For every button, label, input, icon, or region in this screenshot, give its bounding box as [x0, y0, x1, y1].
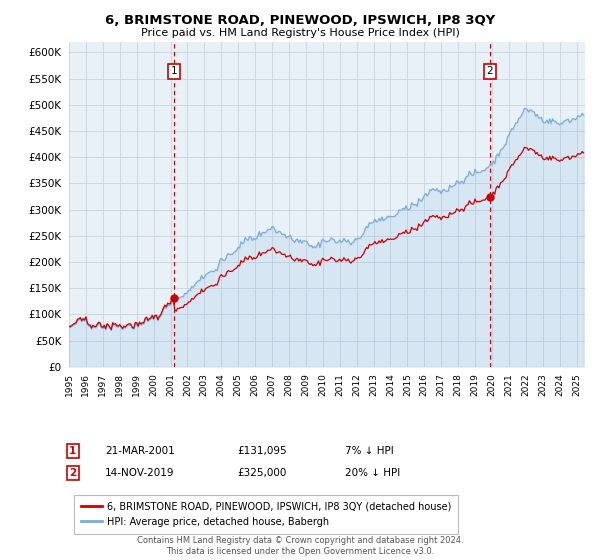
Text: £131,095: £131,095 — [237, 446, 287, 456]
Text: Price paid vs. HM Land Registry's House Price Index (HPI): Price paid vs. HM Land Registry's House … — [140, 28, 460, 38]
Text: 1: 1 — [171, 66, 178, 76]
Text: Contains HM Land Registry data © Crown copyright and database right 2024.
This d: Contains HM Land Registry data © Crown c… — [137, 536, 463, 556]
Text: 6, BRIMSTONE ROAD, PINEWOOD, IPSWICH, IP8 3QY: 6, BRIMSTONE ROAD, PINEWOOD, IPSWICH, IP… — [105, 14, 495, 27]
Text: 2: 2 — [487, 66, 493, 76]
Text: 14-NOV-2019: 14-NOV-2019 — [105, 468, 175, 478]
Legend: 6, BRIMSTONE ROAD, PINEWOOD, IPSWICH, IP8 3QY (detached house), HPI: Average pri: 6, BRIMSTONE ROAD, PINEWOOD, IPSWICH, IP… — [74, 495, 458, 534]
Text: £325,000: £325,000 — [237, 468, 286, 478]
Text: 2: 2 — [69, 468, 76, 478]
Text: 21-MAR-2001: 21-MAR-2001 — [105, 446, 175, 456]
Text: 20% ↓ HPI: 20% ↓ HPI — [345, 468, 400, 478]
Text: 1: 1 — [69, 446, 76, 456]
Text: 7% ↓ HPI: 7% ↓ HPI — [345, 446, 394, 456]
